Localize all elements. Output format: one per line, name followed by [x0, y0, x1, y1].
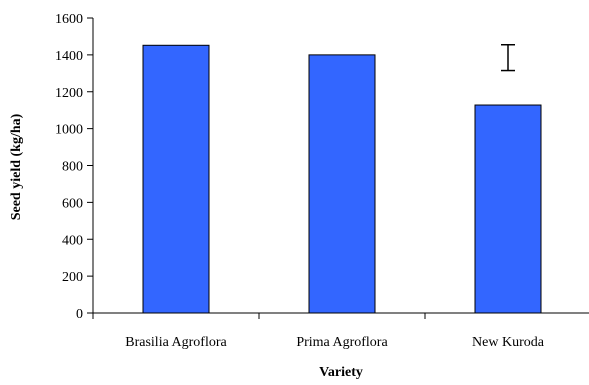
error-bar [501, 43, 515, 72]
y-axis-title: Seed yield (kg/ha) [9, 113, 24, 220]
y-tick-label: 1600 [55, 12, 83, 27]
x-category-label: New Kuroda [472, 335, 545, 350]
y-axis-ticks: 0 200 400 600 800 1000 1200 1400 1600 [55, 12, 93, 322]
y-tick-label: 800 [62, 160, 83, 175]
y-tick-label: 600 [62, 196, 83, 211]
axes [92, 18, 589, 319]
x-axis-title: Variety [319, 365, 363, 380]
y-tick-label: 1200 [55, 86, 83, 101]
y-tick-label: 400 [62, 233, 83, 248]
x-category-label: Prima Agroflora [296, 335, 388, 350]
x-category-label: Brasilia Agroflora [125, 335, 227, 350]
y-tick-label: 0 [76, 307, 83, 322]
bar [308, 54, 376, 314]
bars [142, 44, 542, 314]
y-tick-label: 1000 [55, 123, 83, 138]
x-axis-categories: Brasilia Agroflora Prima Agroflora New Kur… [125, 335, 544, 350]
y-tick-label: 200 [62, 270, 83, 285]
bar [474, 104, 542, 314]
bar [142, 44, 210, 314]
y-tick-label: 1400 [55, 49, 83, 64]
